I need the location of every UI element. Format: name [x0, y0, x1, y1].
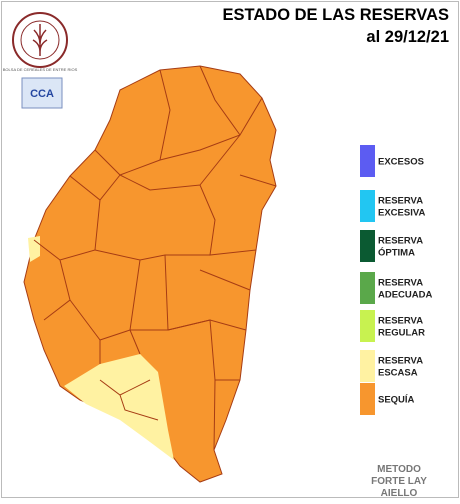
logo-text: BOLSA DE CEREALES DE ENTRE RIOS [3, 67, 78, 72]
method-text: AIELLO [381, 488, 418, 499]
logo: BOLSA DE CEREALES DE ENTRE RIOS [3, 12, 78, 72]
method-text: METODO [377, 464, 421, 475]
scarce-area [64, 354, 174, 460]
legend-label: EXCESIVA [378, 208, 425, 219]
title: ESTADO DE LAS RESERVAS [223, 6, 449, 24]
legend-swatch [360, 190, 375, 222]
legend-label: RESERVA [378, 196, 423, 207]
legend-label: RESERVA [378, 316, 423, 327]
province-map [23, 65, 277, 483]
legend-swatch [360, 350, 375, 382]
badge [21, 77, 63, 109]
legend-label: SEQUÍA [378, 395, 415, 406]
legend-label: EXCESOS [378, 157, 424, 168]
legend-label: RESERVA [378, 356, 423, 367]
badge-text: CCA [30, 88, 54, 100]
date: al 29/12/21 [366, 28, 449, 46]
legend-swatch [360, 383, 375, 415]
legend-label: ADECUADA [378, 290, 433, 301]
legend-swatch [360, 145, 375, 177]
legend-swatch [360, 230, 375, 262]
legend-label: RESERVA [378, 278, 423, 289]
legend-swatch [360, 272, 375, 304]
legend-label: RESERVA [378, 236, 423, 247]
legend-swatch [360, 310, 375, 342]
legend-label: REGULAR [378, 328, 425, 339]
legend: EXCESOSRESERVAEXCESIVARESERVAÓPTIMARESER… [360, 145, 433, 415]
legend-label: ESCASA [378, 368, 418, 379]
method-text: FORTE LAY [371, 476, 427, 487]
legend-label: ÓPTIMA [378, 247, 415, 259]
